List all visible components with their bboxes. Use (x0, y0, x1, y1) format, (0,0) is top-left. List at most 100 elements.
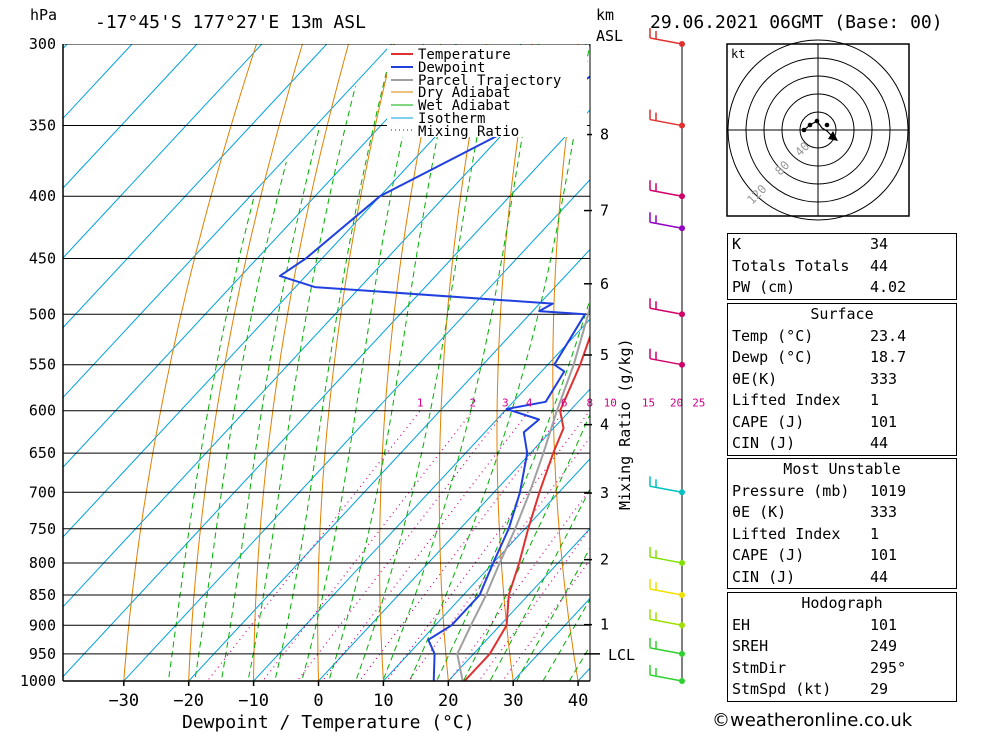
mu-row: Lifted Index 1 (732, 524, 880, 543)
wind-level-dot (679, 41, 685, 47)
isotherm-line (447, 527, 590, 681)
isotherm-line (63, 44, 68, 50)
dry-adiabat-line (317, 44, 396, 681)
pressure-tick-label: 800 (29, 554, 56, 572)
wind-level-dot (679, 622, 685, 629)
mixing-ratio-line (262, 410, 474, 681)
mu-row: CAPE (J) 101 (732, 546, 898, 564)
dry-adiabat-line (123, 44, 258, 681)
mu-row: CIN (J) 44 (732, 567, 889, 586)
wet-adiabat-line (382, 44, 540, 681)
wind-barbs (649, 28, 685, 684)
pressure-tick-label: 550 (29, 356, 56, 374)
pressure-tick-label: 1000 (20, 672, 56, 690)
background-lines (63, 26, 1000, 707)
most-unstable-title: Most Unstable (783, 460, 901, 478)
wind-barb (649, 307, 683, 316)
isotherm-line (63, 44, 587, 608)
x-tick-label: −30 (108, 691, 139, 711)
mixing-ratio-label: 25 (692, 397, 705, 410)
isotherm-line (317, 388, 590, 681)
temperature-profile-line (463, 333, 590, 681)
pressure-tick-label: 350 (29, 117, 56, 135)
wet-adiabat-line (194, 161, 287, 681)
mixing-ratio-line (321, 410, 530, 681)
hodograph-panel: Hodograph EH 101 SREH 249 StmDir 295° StmSp… (727, 592, 957, 702)
wind-barb (649, 189, 683, 197)
dry-adiabat-line (188, 44, 304, 681)
indices-panel-top: K 34 Totals Totals 44 PW (cm) 4.02 (727, 233, 957, 300)
wet-adiabat-line (247, 86, 356, 681)
x-tick-label: 0 (313, 691, 323, 711)
wind-barb (649, 221, 683, 230)
x-axis-label: Dewpoint / Temperature (°C) (182, 712, 475, 733)
surface-row: θE(K) 333 (732, 369, 898, 388)
copyright-footer[interactable]: ©weatheronline.co.uk (712, 710, 913, 731)
pressure-tick-label: 400 (29, 187, 56, 205)
chart-legend: Temperature Dewpoint Parcel Trajectory D… (387, 45, 587, 140)
dry-adiabat-line (659, 26, 714, 707)
pressure-tick-label: 650 (29, 444, 56, 462)
wet-adiabat-line (220, 125, 321, 681)
datetime-title: 29.06.2021 06GMT (Base: 00) (650, 12, 943, 33)
legend-isotherm: Isotherm (418, 111, 485, 127)
km-tick-label: 7 (600, 202, 609, 220)
mixing-ratio-label: 20 (670, 397, 683, 410)
hodograph-point (807, 122, 813, 128)
legend-dry-adiabat: Dry Adiabat (418, 85, 511, 101)
pressure-tick-label: 600 (29, 402, 56, 420)
wind-barb (649, 37, 683, 45)
index-row-pw: PW (cm) 4.02 (732, 278, 907, 296)
mixing-ratio-label: 2 (469, 397, 476, 410)
chart-axes: 1234681015202530035040045050055060065070… (20, 35, 706, 711)
isotherm-line (63, 44, 263, 259)
isotherm-line (63, 44, 393, 399)
mixing-ratio-label: 1 (417, 397, 424, 410)
sounding-profiles (278, 75, 590, 681)
hodo-row: StmDir 295° (732, 658, 907, 677)
wet-adiabat-line (274, 44, 395, 681)
isotherm-line (252, 318, 590, 681)
dry-adiabat-line (991, 26, 1000, 707)
wind-level-dot (679, 193, 685, 200)
km-tick-label: 1 (600, 616, 609, 634)
isotherm-line (63, 44, 133, 120)
wind-barb (649, 674, 683, 682)
pressure-tick-label: 500 (29, 305, 56, 323)
legend-dewpoint: Dewpoint (418, 60, 485, 76)
storm-motion-marker (828, 131, 838, 141)
wind-barb (649, 485, 683, 494)
wind-level-dot (679, 225, 685, 232)
legend-temperature: Temperature (418, 47, 511, 63)
mixing-ratio-label: 3 (502, 397, 509, 410)
km-tick-label: 2 (600, 551, 609, 569)
mixing-ratio-label: 6 (561, 397, 568, 410)
wind-level-dot (679, 678, 685, 684)
x-tick-label: 10 (373, 691, 393, 711)
km-tick-label: 6 (600, 275, 609, 293)
pressure-tick-label: 300 (29, 35, 56, 53)
mu-row: θE (K) 333 (732, 503, 898, 521)
hodograph-point (801, 127, 807, 133)
wind-level-dot (679, 122, 685, 129)
hodo-row: StmSpd (kt) 29 (732, 680, 889, 698)
isotherm-line (63, 44, 198, 189)
index-row-k: K 34 (732, 235, 889, 253)
dewpoint-profile-line (278, 75, 590, 681)
wind-level-dot (679, 559, 685, 566)
asl-unit-label: ASL (596, 27, 623, 45)
legend-parcel: Parcel Trajectory (418, 73, 561, 89)
wind-level-dot (679, 650, 685, 657)
pressure-unit-label: hPa (30, 6, 57, 24)
pressure-tick-label: 950 (29, 645, 56, 663)
wet-adiabat-line (355, 44, 496, 681)
isotherm-line (63, 44, 522, 538)
wind-level-dot (679, 489, 685, 496)
legend-mixing-ratio: Mixing Ratio (418, 124, 519, 140)
pressure-tick-label: 850 (29, 586, 56, 604)
isotherm-line (123, 178, 590, 681)
isotherm-line (63, 44, 328, 329)
wind-barb (649, 556, 683, 564)
